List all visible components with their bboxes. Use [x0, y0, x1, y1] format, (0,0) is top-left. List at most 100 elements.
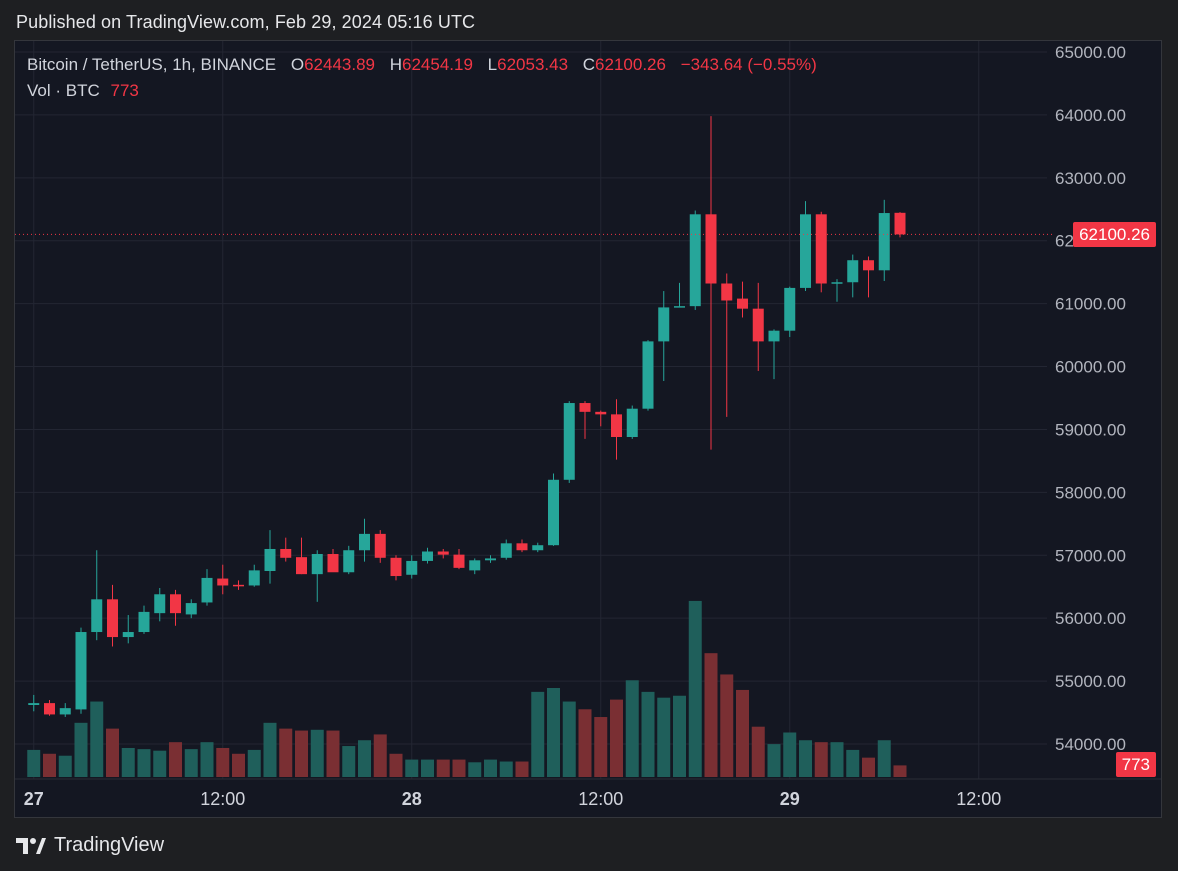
- volume-bar: [814, 742, 828, 777]
- candle-body: [516, 543, 528, 551]
- volume-bar: [767, 744, 781, 777]
- last-price-tag: 62100.26: [1073, 222, 1156, 247]
- volume-bar: [531, 691, 545, 777]
- volume-bar: [232, 753, 245, 777]
- volume-bar: [121, 747, 135, 777]
- volume-bar: [515, 761, 529, 777]
- volume-bar: [641, 691, 655, 777]
- x-tick-label: 12:00: [200, 789, 245, 809]
- volume-bar: [704, 653, 718, 777]
- y-tick-label: 65000.00: [1055, 43, 1126, 62]
- candle-body: [894, 212, 906, 235]
- volume-bar: [484, 759, 497, 777]
- y-tick-label: 57000.00: [1055, 546, 1126, 565]
- candle-body: [532, 545, 544, 551]
- open-value: 62443.89: [304, 55, 375, 74]
- y-tick-label: 64000.00: [1055, 106, 1126, 125]
- volume-bar: [578, 709, 592, 777]
- volume-bar: [279, 728, 293, 777]
- volume-bar: [547, 688, 560, 777]
- candle-body: [453, 554, 465, 568]
- volume-bar: [625, 680, 639, 777]
- volume-bar: [106, 728, 119, 777]
- volume-bar: [830, 742, 844, 777]
- volume-bar: [247, 749, 261, 777]
- candle-body: [878, 213, 890, 271]
- volume-value: 773: [110, 81, 139, 100]
- candlestick-chart[interactable]: 65000.0064000.0063000.0062000.0061000.00…: [15, 41, 1161, 817]
- volume-bar: [436, 759, 450, 777]
- candle-body: [579, 403, 591, 412]
- volume-bars: [27, 600, 907, 777]
- volume-bar: [326, 730, 340, 777]
- y-tick-label: 58000.00: [1055, 483, 1126, 502]
- high-value: 62454.19: [402, 55, 473, 74]
- volume-bar: [153, 750, 167, 777]
- volume-bar: [90, 701, 104, 777]
- candle-body: [548, 479, 559, 546]
- y-tick-label: 63000.00: [1055, 169, 1126, 188]
- open-key: O: [290, 55, 305, 74]
- candle-body: [674, 306, 685, 308]
- candle-body: [768, 330, 780, 342]
- candle-body: [138, 611, 150, 633]
- candle-body: [327, 554, 339, 573]
- candle-body: [658, 307, 670, 342]
- candle-body: [374, 533, 386, 558]
- volume-bar: [499, 761, 513, 777]
- x-tick-label: 12:00: [956, 789, 1001, 809]
- volume-bar: [893, 765, 907, 777]
- volume-bar: [389, 753, 403, 777]
- candle-body: [406, 560, 418, 575]
- symbol-label[interactable]: Bitcoin / TetherUS, 1h, BINANCE: [27, 55, 277, 74]
- volume-bar: [200, 742, 214, 777]
- brand-name[interactable]: TradingView: [54, 834, 165, 856]
- price-axis: 65000.0064000.0063000.0062000.0061000.00…: [1055, 43, 1126, 754]
- high-key: H: [389, 55, 403, 74]
- volume-bar: [688, 600, 702, 777]
- candle-body: [264, 548, 276, 571]
- candle-body: [422, 551, 433, 561]
- volume-bar: [877, 740, 891, 777]
- candle-body: [154, 594, 166, 614]
- y-tick-label: 59000.00: [1055, 420, 1126, 439]
- volume-label[interactable]: Vol · BTC: [27, 81, 100, 100]
- volume-bar: [421, 759, 434, 777]
- candle-body: [359, 533, 370, 551]
- candle-body: [75, 632, 87, 710]
- volume-bar: [405, 759, 419, 777]
- volume-bar: [468, 762, 482, 777]
- candle-body: [248, 570, 260, 586]
- chart-legend: Bitcoin / TetherUS, 1h, BINANCE O62443.8…: [27, 54, 827, 106]
- y-tick-label: 55000.00: [1055, 672, 1126, 691]
- candle-body: [122, 632, 134, 638]
- y-tick-label: 54000.00: [1055, 735, 1126, 754]
- volume-bar: [184, 749, 198, 777]
- tradingview-logo-icon: [16, 837, 46, 854]
- candle-body: [469, 560, 481, 571]
- candle-body: [217, 578, 229, 586]
- low-key: L: [487, 55, 498, 74]
- candle-body: [831, 282, 843, 284]
- candle-body: [705, 214, 717, 284]
- candle-body: [737, 298, 748, 309]
- candle-body: [800, 214, 811, 288]
- candle-body: [185, 603, 197, 615]
- x-tick-label: 27: [24, 789, 44, 809]
- volume-bar: [295, 730, 308, 777]
- volume-bar: [137, 749, 151, 777]
- y-tick-label: 60000.00: [1055, 358, 1126, 377]
- candle-body: [91, 599, 103, 633]
- chart-frame[interactable]: 65000.0064000.0063000.0062000.0061000.00…: [14, 40, 1162, 818]
- candle-body: [437, 551, 449, 555]
- low-value: 62053.43: [497, 55, 569, 74]
- candle-body: [595, 411, 607, 415]
- grid: [15, 41, 1161, 780]
- volume-bar: [358, 740, 371, 777]
- candle-body: [847, 260, 859, 283]
- last-volume-tag: 773: [1115, 752, 1156, 777]
- volume-bar: [310, 729, 324, 777]
- candle-body: [170, 594, 181, 614]
- candle-body: [107, 599, 118, 638]
- volume-bar: [736, 689, 749, 777]
